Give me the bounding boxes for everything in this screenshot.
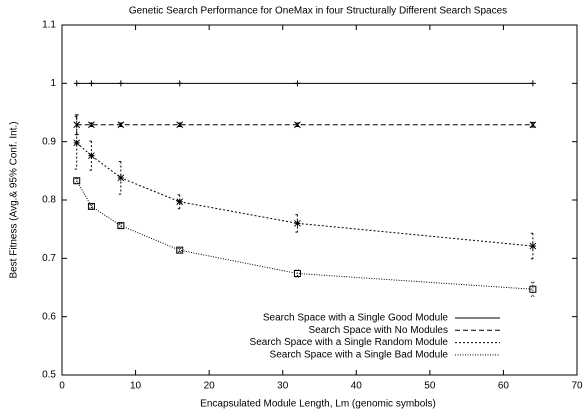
error-bar	[74, 177, 79, 184]
marker	[294, 80, 301, 87]
x-tick-label: 60	[498, 381, 510, 392]
legend-label: Search Space with a Single Random Module	[250, 337, 449, 348]
marker	[73, 177, 81, 185]
y-tick-label: 0.8	[42, 195, 56, 206]
marker	[176, 121, 184, 129]
marker	[88, 121, 95, 129]
series-line	[76, 142, 533, 247]
chart-title: Genetic Search Performance for OneMax in…	[129, 6, 507, 17]
y-tick-label: 0.5	[42, 370, 56, 381]
marker	[117, 80, 124, 87]
x-tick-label: 30	[277, 381, 289, 392]
error-bar	[118, 222, 123, 229]
marker	[293, 270, 301, 277]
x-tick-label: 10	[130, 381, 142, 392]
marker	[294, 219, 301, 227]
marker	[529, 80, 536, 87]
error-bar	[177, 194, 182, 210]
y-tick-label: 1	[50, 78, 56, 89]
legend-label: Search Space with a Single Good Module	[263, 313, 449, 324]
marker	[73, 139, 81, 147]
series-line	[76, 180, 533, 290]
error-bar	[530, 281, 535, 297]
marker	[529, 242, 537, 250]
marker	[529, 285, 537, 293]
marker	[117, 121, 125, 129]
marker	[176, 198, 184, 206]
legend-label: Search Space with a Single Bad Module	[270, 350, 449, 361]
y-tick-label: 0.7	[42, 253, 56, 264]
legend-label: Search Space with No Modules	[308, 325, 448, 336]
x-tick-label: 50	[424, 381, 436, 392]
y-tick-label: 0.9	[42, 136, 56, 147]
y-axis-label: Best Fitness (Avg.& 95% Conf. Int.)	[9, 121, 20, 278]
marker	[117, 174, 125, 182]
error-bar	[89, 204, 94, 209]
error-bar	[295, 269, 300, 278]
marker	[87, 202, 95, 210]
error-bar	[74, 116, 79, 170]
marker	[73, 80, 80, 87]
marker	[88, 152, 95, 160]
error-bar	[177, 247, 182, 253]
y-tick-label: 1.1	[42, 20, 56, 31]
x-tick-label: 20	[204, 381, 216, 392]
x-tick-label: 0	[59, 381, 65, 392]
marker	[176, 80, 183, 87]
x-tick-label: 40	[351, 381, 363, 392]
x-tick-label: 70	[571, 381, 583, 392]
error-bar	[89, 140, 94, 171]
marker	[88, 80, 95, 87]
marker	[529, 121, 537, 129]
marker	[294, 121, 301, 129]
marker	[117, 222, 125, 230]
x-axis-label: Encapsulated Module Length, Lm (genomic …	[200, 399, 436, 410]
y-tick-label: 0.6	[42, 311, 56, 322]
marker	[176, 246, 184, 254]
